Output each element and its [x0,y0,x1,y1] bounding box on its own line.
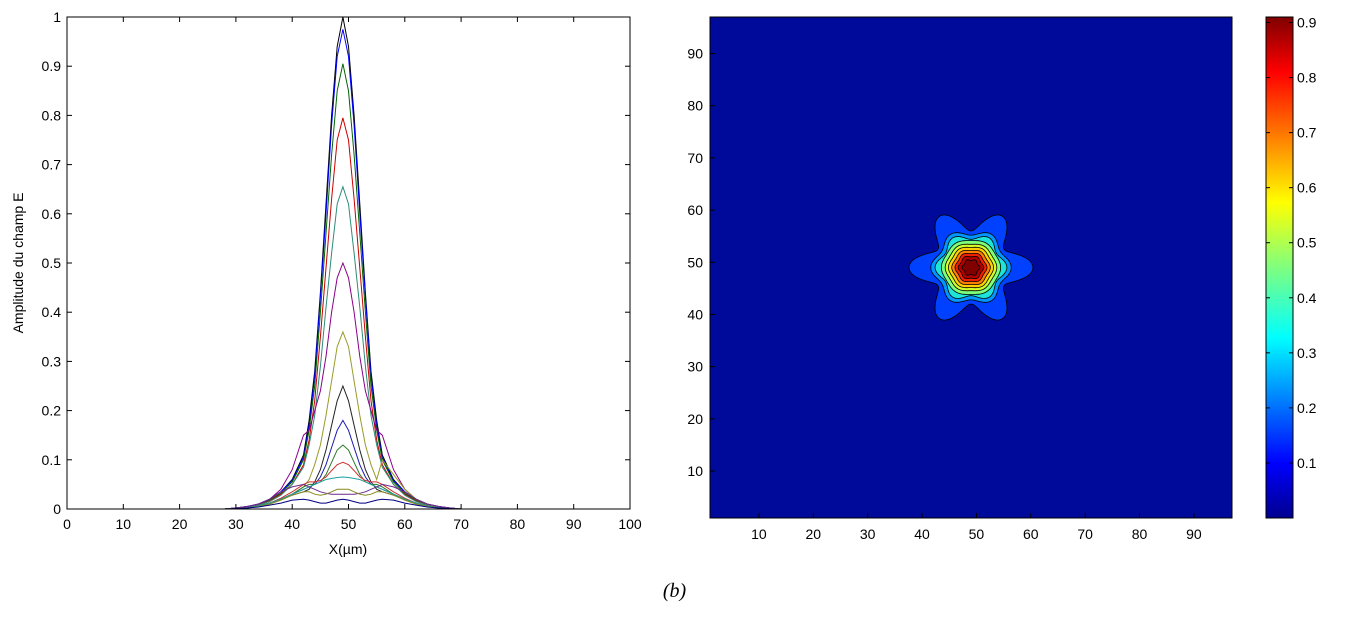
colorbar-tick-label: 0.2 [1297,400,1317,416]
colorbar: 0.1 0.2 0.3 0.4 0.5 0.6 0.7 0.8 0.9 [1265,15,1317,519]
colorbar-tick-label: 0.8 [1297,70,1317,86]
colorbar-tick-label: 0.4 [1297,290,1317,306]
contour-x-tick-label: 10 [751,526,767,542]
line-y-tick-label: 0.9 [42,58,62,74]
line-chart: 0 10 20 30 40 50 60 70 80 90 100 00.10.20.30.40.50… [10,9,642,557]
contour-levels [908,214,1034,321]
line-x-axis-label: X(µm) [329,541,367,557]
line-y-axis-label: Amplitude du champ E [10,193,26,334]
line-plot-area [67,17,630,509]
contour-y-tick-label: 50 [687,254,703,270]
line-x-ticks: 0 10 20 30 40 50 60 70 80 90 100 [63,17,642,532]
colorbar-tick-label: 0.1 [1297,455,1317,471]
contour-y-tick-label: 10 [687,463,703,479]
colorbar-ticks: 0.1 0.2 0.3 0.4 0.5 0.6 0.7 0.8 0.9 [1266,15,1317,471]
line-y-ticks: 0 0.1 0.2 0.3 0.4 0.5 0.6 0.7 0.8 0.9 1 [42,9,630,517]
contour-x-tick-label: 50 [969,526,985,542]
line-x-tick-label: 50 [341,516,357,532]
contour-x-tick-label: 80 [1132,526,1148,542]
colorbar-tick-label: 0.3 [1297,345,1317,361]
line-y-tick-label: 0.2 [42,403,62,419]
contour-x-tick-label: 30 [860,526,876,542]
contour-x-ticks: 10 20 30 40 50 60 70 80 90 [751,513,1202,542]
figure-caption: (b) [662,580,687,602]
contour-y-ticks: 10 20 30 40 50 60 70 80 90 [687,46,715,479]
line-y-tick-label: 0.5 [42,255,62,271]
line-y-tick-label: 0.3 [42,353,62,369]
line-x-tick-label: 70 [453,516,469,532]
colorbar-tick-label: 0.5 [1297,235,1317,251]
contour-plot-frame [709,16,1233,519]
line-y-tick-label: 0.7 [42,157,62,173]
contour-x-tick-label: 40 [914,526,930,542]
contour-x-tick-label: 60 [1023,526,1039,542]
line-x-tick-label: 20 [172,516,188,532]
line-y-tick-label: 0.6 [42,206,62,222]
contour-chart: 10 20 30 40 50 60 70 80 90 10 20 30 40 50 60 70 80 90 [687,16,1233,542]
contour-y-tick-label: 70 [687,150,703,166]
colorbar-tick-label: 0.9 [1297,15,1317,31]
line-x-tick-label: 90 [566,516,582,532]
contour-x-tick-label: 20 [806,526,822,542]
contour-y-tick-label: 30 [687,359,703,375]
contour-y-tick-label: 40 [687,306,703,322]
line-x-tick-label: 10 [116,516,132,532]
contour-y-tick-label: 20 [687,411,703,427]
line-x-tick-label: 80 [510,516,526,532]
contour-x-tick-label: 90 [1186,526,1202,542]
line-y-tick-label: 0.4 [42,304,62,320]
line-x-tick-label: 30 [228,516,244,532]
line-y-tick-label: 1 [53,9,61,25]
line-x-tick-label: 60 [397,516,413,532]
line-x-tick-label: 100 [618,516,642,532]
colorbar-gradient [1265,16,1294,519]
contour-y-tick-label: 80 [687,98,703,114]
colorbar-tick-label: 0.7 [1297,125,1317,141]
contour-x-tick-label: 70 [1077,526,1093,542]
contour-y-tick-label: 90 [687,46,703,62]
contour-y-tick-label: 60 [687,202,703,218]
line-y-tick-label: 0.8 [42,107,62,123]
line-y-tick-label: 0 [53,501,61,517]
line-x-tick-label: 0 [63,516,71,532]
colorbar-tick-label: 0.6 [1297,180,1317,196]
line-y-tick-label: 0.1 [42,452,62,468]
contour-level-10 [961,259,981,276]
line-x-tick-label: 40 [284,516,300,532]
